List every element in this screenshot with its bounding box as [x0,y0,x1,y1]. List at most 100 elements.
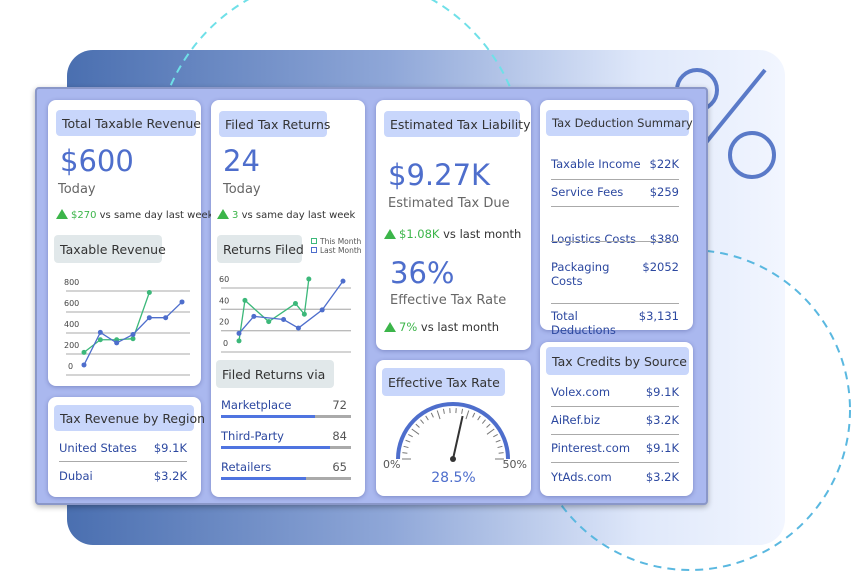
row-label: Pinterest.com [551,441,631,455]
data-point [114,340,120,346]
data-point [146,315,152,321]
legend-label: Last Month [320,246,362,255]
card-title: Tax Deduction Summary [546,110,693,136]
row-value: $3.2K [645,470,679,484]
gauge-max-label: 50% [502,458,527,471]
row-label: Service Fees [551,185,624,199]
period-label: Today [58,182,96,197]
row-value: $3,131 [638,309,679,323]
divider [551,179,679,180]
row-value: $380 [649,232,679,246]
channel-row: Third-Party 84 [221,429,347,443]
row-label: Logistics Costs [551,232,636,246]
taxable-revenue-card: Total Taxable Revenue $600 Today $270 vs… [48,100,213,386]
tax-due-value: $9.27K [388,158,491,192]
data-point [81,349,87,355]
tax-rate-gauge [396,402,510,462]
row-value: 72 [332,398,347,412]
gauge-tick [493,433,498,438]
divider [551,434,679,435]
delta-value: $270 [71,210,97,221]
period-label: Today [223,182,261,197]
tax-rate-value: 36% [390,256,455,290]
row-value: $259 [649,185,679,199]
gauge-needle [452,415,464,460]
gauge-tick [415,423,420,428]
data-point [301,311,307,317]
data-point [130,336,136,342]
divider [59,461,187,462]
gauge-tick [486,428,495,435]
data-point [97,337,103,343]
data-point [81,362,87,368]
filed-tax-returns-card: Filed Tax Returns 24 Today 3 vs same day… [211,100,365,497]
region-row: United States $9.1K [59,441,187,455]
delta-value: 3 [232,210,239,221]
y-tick-label: 40 [219,296,229,305]
tax-rate-delta: 7% vs last month [384,320,499,334]
tax-due-delta: $1.08K vs last month [384,227,521,241]
region-row: Dubai $3.2K [59,469,187,483]
data-point [130,332,136,337]
channel-row: Marketplace 72 [221,398,347,412]
row-label: Packaging Costs [551,260,610,288]
y-tick-label: 200 [64,341,79,350]
gauge-tick [405,439,411,443]
card-title: Filed Tax Returns [219,111,330,137]
chart-title: Taxable Revenue [54,235,166,263]
row-value: $3.2K [645,413,679,427]
data-point [319,307,325,313]
up-arrow-icon [384,229,396,239]
legend-last-month: Last Month [311,246,362,255]
row-value: 65 [332,460,347,474]
gauge-tick [495,439,501,443]
up-arrow-icon [384,322,396,332]
returns-delta: 3 vs same day last week [217,209,355,221]
gauge-tick [411,428,420,435]
delta-value: $1.08K [399,227,440,241]
row-label: Total Deductions [551,309,616,337]
gauge-tick [461,408,464,414]
progress-fill [221,477,306,480]
gauge-tick [436,410,441,420]
section-title: Filed Returns via [216,360,334,388]
gauge-pivot [450,456,456,462]
row-value: $3.2K [153,469,187,483]
data-point [97,329,103,335]
data-point [295,325,301,331]
dashboard-panel: Total Taxable Revenue $600 Today $270 vs… [35,87,708,505]
gauge-tick [408,433,413,438]
deduction-row: Taxable Income $22K [551,157,679,171]
gauge-tick [420,419,425,424]
returns-filed-chart: 0 20 40 60 [219,275,351,353]
gauge-min-label: 0% [383,458,401,471]
credit-row: Volex.com $9.1K [551,385,679,399]
card-title: Effective Tax Rate [382,368,505,396]
gauge-tick [472,412,476,418]
divider [551,206,679,207]
effective-tax-rate-card: Effective Tax Rate 0% 50% 28.5% [376,360,531,496]
card-title: Tax Credits by Source [546,347,689,375]
deduction-row: Service Fees $259 [551,185,679,199]
data-point [281,317,287,323]
delta-text: vs last month [443,227,522,241]
card-title: Estimated Tax Liability [384,111,530,137]
legend-this-month: This Month [311,237,362,246]
card-title: Tax Revenue by Region [54,405,205,431]
gauge-tick [442,408,445,414]
row-value: $9.1K [645,441,679,455]
tax-credits-by-source-card: Tax Credits by Source Volex.com $9.1K AiRe… [540,342,693,496]
gauge-value: 28.5% [431,470,476,486]
up-arrow-icon [217,209,229,219]
estimated-tax-liability-card: Estimated Tax Liability $9.27K Estimated… [376,100,531,350]
chart-title: Returns Filed [217,235,304,263]
delta-value: 7% [399,320,418,334]
card-title: Total Taxable Revenue [56,110,201,136]
gauge-tick [403,445,409,449]
y-tick-label: 0 [68,362,73,371]
channel-progress-bar [221,415,351,418]
row-label: Dubai [59,469,93,483]
y-tick-label: 600 [64,299,79,308]
delta-text: vs same day last week [99,210,214,221]
row-label: United States [59,441,137,455]
